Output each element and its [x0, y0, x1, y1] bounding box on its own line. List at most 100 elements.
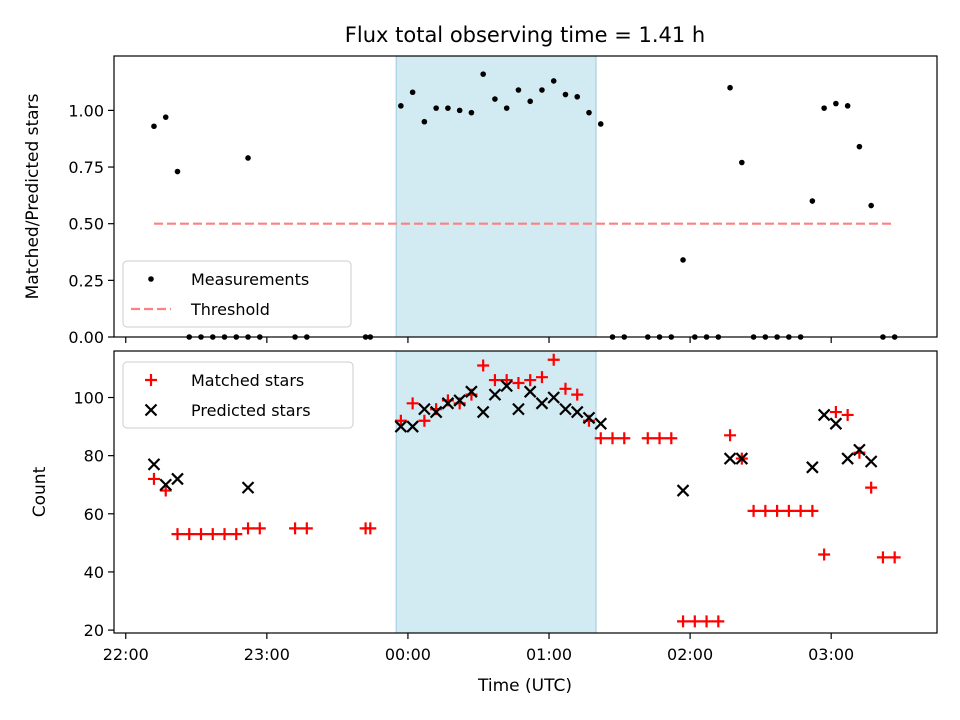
matched-star-point — [195, 528, 208, 541]
matched-star-point — [418, 414, 431, 427]
matched-star-point — [806, 504, 819, 517]
predicted-star-point — [594, 417, 608, 430]
measurement-point — [844, 103, 851, 109]
matched-star-point — [394, 414, 407, 427]
matched-star-point — [641, 432, 654, 445]
measurement-point — [550, 78, 557, 84]
x-tick-label: 02:00 — [667, 645, 713, 664]
predicted-star-point — [806, 461, 819, 474]
shaded-interval — [395, 55, 597, 338]
matched-star-point — [500, 374, 513, 387]
matched-star-point — [171, 528, 184, 541]
shaded-interval — [395, 350, 597, 634]
measurement-point — [574, 93, 581, 100]
predicted-star-point — [465, 385, 478, 398]
matched-star-point — [747, 504, 760, 517]
matched-star-point — [535, 371, 548, 384]
matched-star-point — [159, 484, 172, 497]
legend-matched-swatch — [145, 374, 157, 386]
measurement-point — [398, 103, 404, 109]
measurement-point — [492, 96, 498, 102]
measurement-point — [597, 121, 604, 127]
legend: Measurements Threshold — [122, 260, 352, 328]
measurement-point — [421, 118, 428, 125]
top-panel: 0.00 0.25 0.50 0.75 1.00 Measurements Threshol… — [68, 55, 938, 347]
matched-star-point — [771, 504, 784, 517]
predicted-star-point — [441, 397, 455, 410]
y-tick-label: 80 — [84, 447, 104, 466]
measurement-point — [151, 123, 157, 130]
x-tick-label: 23:00 — [244, 645, 290, 664]
matched-star-point — [300, 522, 313, 535]
matched-star-point — [253, 522, 266, 535]
y-tick-label: 0.25 — [68, 271, 104, 290]
matched-star-point — [364, 522, 377, 535]
predicted-star-point — [512, 402, 525, 416]
predicted-star-point — [394, 420, 408, 433]
top-y-axis-label: Matched/Predicted stars — [23, 93, 43, 299]
predicted-star-point — [535, 397, 549, 410]
predicted-star-point — [735, 452, 749, 465]
matched-star-point — [524, 374, 537, 387]
legend-predicted-swatch — [144, 403, 158, 417]
matched-star-point — [606, 432, 619, 445]
x-tick-label: 03:00 — [808, 645, 854, 664]
predicted-star-point — [488, 388, 502, 401]
y-tick-label: 20 — [84, 621, 104, 640]
matched-star-point — [183, 528, 196, 541]
matched-star-point — [406, 397, 419, 410]
measurement-point — [433, 105, 439, 111]
matched-star-point — [571, 388, 584, 401]
matched-star-point — [782, 504, 795, 517]
predicted-star-point — [676, 484, 690, 497]
measurement-point — [468, 109, 475, 116]
legend-measurement-swatch — [148, 276, 154, 282]
bottom-y-axis-label: Count — [30, 466, 50, 517]
measurement-point — [739, 159, 745, 166]
predicted-star-point — [241, 481, 255, 494]
predicted-star-point — [523, 385, 537, 398]
measurement-point — [515, 87, 522, 93]
predicted-star-point — [453, 394, 466, 407]
matched-star-point — [818, 548, 831, 561]
measurement-point — [527, 98, 534, 105]
predicted-star-point — [570, 405, 584, 419]
y-tick-label: 0.00 — [68, 328, 104, 347]
measurement-point — [162, 114, 169, 120]
matched-star-point — [206, 528, 219, 541]
matched-star-point — [712, 615, 725, 628]
matched-star-point — [618, 432, 631, 445]
matched-star-point — [876, 551, 889, 564]
matched-star-point — [147, 472, 160, 485]
predicted-star-point — [582, 411, 596, 425]
matched-star-point — [888, 551, 901, 564]
predicted-star-point — [853, 443, 866, 457]
bottom-panel: 20 40 60 80 100 22:00 23:00 00:00 01:00 02:00 03:0… — [73, 350, 938, 664]
predicted-star-point — [817, 408, 831, 422]
matched-star-point — [759, 504, 772, 517]
legend-label: Measurements — [191, 270, 309, 289]
matched-star-point — [653, 432, 666, 445]
measurement-point — [727, 84, 733, 91]
x-tick-label: 00:00 — [385, 645, 431, 664]
legend-label: Threshold — [190, 300, 270, 319]
measurement-point — [409, 89, 416, 96]
predicted-star-point — [406, 420, 419, 433]
y-tick-label: 40 — [84, 563, 104, 582]
matched-star-point — [688, 615, 701, 628]
measurement-point — [456, 107, 463, 114]
measurement-point — [480, 71, 486, 77]
predicted-star-point — [559, 402, 572, 416]
chart-title: Flux total observing time = 1.41 h — [345, 23, 705, 47]
matched-star-point — [829, 406, 842, 419]
predicted-star-point — [171, 472, 184, 486]
predicted-star-point — [547, 391, 560, 404]
measurement-point — [821, 105, 827, 111]
measurement-point — [445, 105, 451, 111]
matched-star-point — [665, 432, 678, 445]
measurement-point — [245, 155, 251, 161]
measurement-point — [174, 168, 181, 175]
measurement-point — [856, 143, 863, 150]
matched-star-point — [547, 353, 560, 366]
